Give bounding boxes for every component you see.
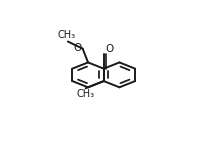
Text: O: O [73, 43, 82, 53]
Text: CH₃: CH₃ [58, 30, 76, 40]
Text: CH₃: CH₃ [77, 89, 95, 99]
Text: O: O [105, 44, 113, 54]
